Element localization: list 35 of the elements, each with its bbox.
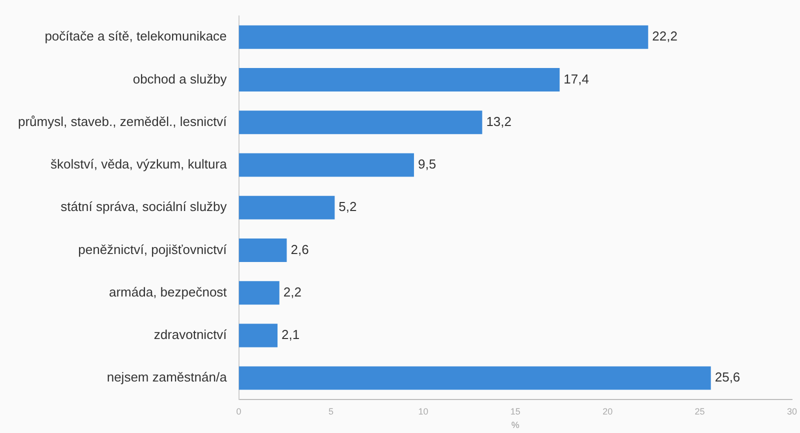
y-tick-label: školství, věda, výzkum, kultura: [50, 156, 228, 172]
y-tick-label: počítače a sítě, telekomunikace: [44, 28, 227, 44]
data-label: 22,2: [652, 28, 678, 44]
data-label: 9,5: [418, 156, 436, 172]
bar: [238, 110, 482, 134]
x-axis-title: %: [511, 420, 520, 430]
x-tick-label: 5: [328, 406, 334, 416]
bar: [238, 324, 278, 348]
y-tick-label: nejsem zaměstnán/a: [106, 370, 228, 385]
y-tick-label: státní správa, sociální služby: [60, 199, 228, 214]
data-label: 2,2: [283, 284, 302, 300]
y-tick-label: armáda, bezpečnost: [109, 284, 228, 300]
bar: [238, 366, 711, 390]
bar: [238, 196, 335, 220]
bar: [238, 25, 648, 49]
x-tick-label: 30: [786, 406, 797, 416]
data-label: 5,2: [338, 199, 357, 214]
bar: [238, 68, 560, 92]
bar: [238, 281, 280, 305]
y-tick-label: zdravotnictví: [154, 327, 228, 342]
data-label: 2,6: [290, 242, 309, 257]
y-tick-label: peněžnictví, pojišťovnictví: [78, 242, 228, 257]
bar: [238, 153, 414, 177]
x-tick-label: 25: [694, 406, 705, 416]
y-tick-label: průmysl, staveb., zeměděl., lesnictví: [18, 114, 228, 129]
x-tick-label: 15: [510, 406, 520, 416]
x-tick-label: 10: [418, 406, 428, 416]
data-label: 25,6: [714, 370, 740, 385]
bar: [238, 238, 287, 262]
data-label: 13,2: [486, 114, 512, 129]
x-tick-label: 20: [602, 406, 613, 416]
x-tick-label: 0: [236, 406, 242, 416]
y-tick-label: obchod a služby: [132, 71, 228, 86]
data-label: 2,1: [282, 327, 300, 342]
data-label: 17,4: [564, 71, 589, 86]
